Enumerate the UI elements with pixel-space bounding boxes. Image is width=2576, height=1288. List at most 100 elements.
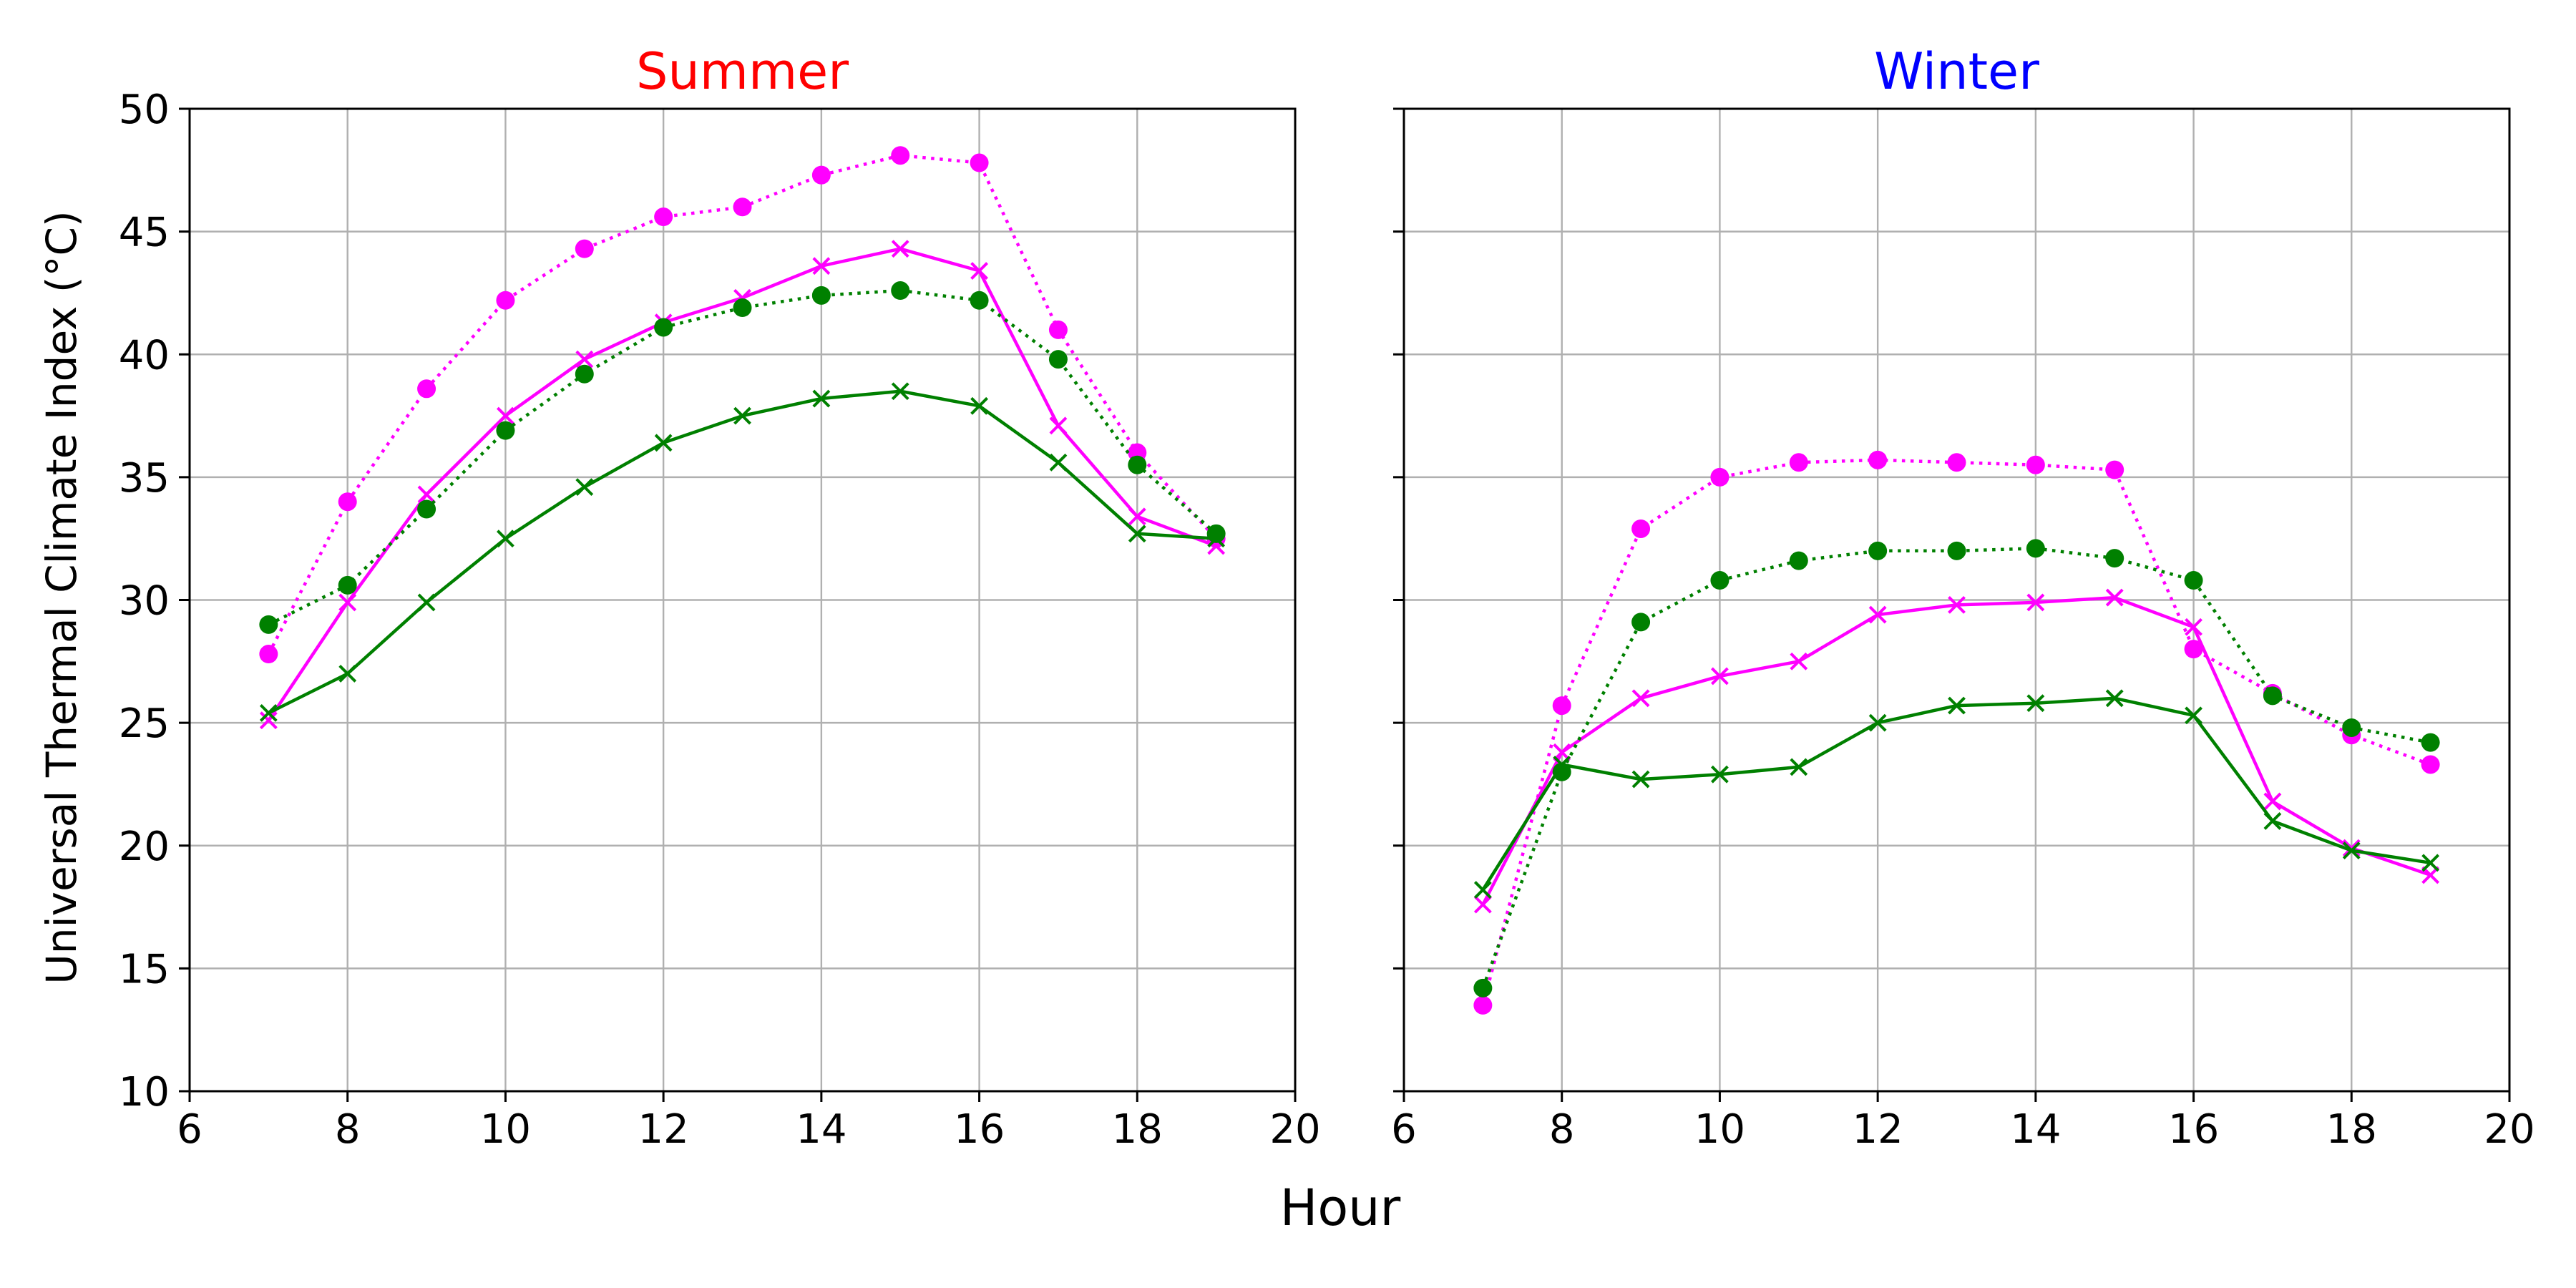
summer-series-0-point bbox=[575, 239, 594, 258]
summer-series-3-point bbox=[1128, 525, 1146, 543]
summer-series-1-point bbox=[575, 350, 594, 369]
winter-series-2-point bbox=[1631, 613, 1651, 632]
winter-series-2-point bbox=[2263, 686, 2282, 706]
winter-series-1-point bbox=[1868, 605, 1887, 624]
summer-series-1-point bbox=[417, 485, 436, 504]
x-tick-label: 18 bbox=[1112, 1106, 1163, 1153]
summer-series-1-point bbox=[1128, 507, 1146, 526]
winter-series-2-point bbox=[1789, 551, 1808, 570]
y-tick-label: 30 bbox=[119, 578, 170, 625]
winter-series-3-point bbox=[1473, 881, 1492, 899]
winter-series-0-point bbox=[1947, 453, 1966, 472]
summer-series-1-point bbox=[1049, 416, 1068, 435]
winter-series-1-point bbox=[1790, 652, 1808, 670]
winter-series-3-point bbox=[2026, 694, 2045, 713]
winter-series-2-point bbox=[2026, 539, 2045, 558]
x-tick-label: 16 bbox=[954, 1106, 1005, 1153]
summer-series-3-point bbox=[970, 396, 988, 415]
winter-series-2-point bbox=[2105, 549, 2124, 568]
x-tick-label: 20 bbox=[1269, 1106, 1320, 1153]
summer-series-3-point bbox=[733, 406, 751, 425]
winter-title: Winter bbox=[1874, 42, 2039, 101]
x-axis-label: Hour bbox=[1280, 1179, 1401, 1237]
winter-series-2-point bbox=[1473, 978, 1493, 997]
winter-series-3-point bbox=[1948, 696, 1966, 715]
summer-series-1-point bbox=[259, 711, 278, 730]
winter-series-0-point bbox=[1868, 450, 1888, 469]
summer-series-3-point bbox=[497, 530, 514, 548]
y-tick-label: 35 bbox=[119, 455, 170, 502]
summer-series-0-point bbox=[417, 379, 436, 399]
summer-series-0-point bbox=[259, 645, 278, 664]
winter-series-1-point bbox=[2026, 593, 2045, 612]
winter-series-0-point bbox=[1552, 696, 1571, 716]
summer-series-1-point bbox=[891, 240, 909, 258]
winter-series-3-point bbox=[1553, 756, 1571, 774]
summer-series-1-point bbox=[970, 262, 988, 280]
summer-series-3-point bbox=[1207, 530, 1226, 548]
winter-series-3-point bbox=[2421, 854, 2440, 872]
summer-series-2-point bbox=[1048, 350, 1068, 369]
winter-series-0-point bbox=[2184, 640, 2203, 659]
summer-series-2-point bbox=[1128, 455, 1147, 474]
winter-panel: 6 8 10 12 14 16 18 20 Winter bbox=[1391, 42, 2534, 1153]
winter-series-3-point bbox=[1711, 765, 1729, 784]
winter-series-3-point bbox=[2263, 812, 2282, 830]
winter-series-1-point bbox=[1711, 667, 1729, 686]
y-tick-label: 10 bbox=[119, 1069, 170, 1116]
y-tick-label: 45 bbox=[119, 210, 170, 256]
x-tick-label: 12 bbox=[638, 1106, 689, 1153]
y-tick-label: 25 bbox=[119, 701, 170, 747]
winter-series-0-point bbox=[1473, 995, 1493, 1015]
winter-series-1-point bbox=[2263, 792, 2282, 811]
x-tick-label: 8 bbox=[1549, 1106, 1575, 1153]
y-tick-label: 15 bbox=[119, 946, 170, 992]
summer-series-2-point bbox=[654, 318, 673, 337]
summer-series-2-point bbox=[575, 364, 594, 384]
x-tick-label: 12 bbox=[1853, 1106, 1903, 1153]
summer-series-2-point bbox=[417, 499, 436, 519]
summer-series-0-point bbox=[654, 208, 673, 227]
winter-series-1-point bbox=[1473, 895, 1492, 914]
summer-series-1-point bbox=[812, 257, 831, 275]
winter-series-1-point bbox=[2342, 839, 2361, 857]
x-tick-label: 10 bbox=[480, 1106, 531, 1153]
winter-series-3-point bbox=[1790, 758, 1808, 776]
summer-series-3-point bbox=[654, 434, 673, 452]
winter-series-1-point bbox=[2105, 588, 2124, 607]
y-tick-label: 20 bbox=[119, 824, 170, 870]
summer-series-2-point bbox=[338, 575, 357, 595]
summer-series-0-point bbox=[891, 146, 910, 165]
x-tick-label: 6 bbox=[1391, 1106, 1417, 1153]
summer-series-0-point bbox=[338, 492, 357, 512]
winter-series-0-point bbox=[2026, 455, 2045, 474]
y-tick-label: 50 bbox=[119, 87, 170, 133]
summer-series-1-point bbox=[497, 406, 514, 425]
summer-title: Summer bbox=[636, 42, 849, 101]
winter-series-2-point bbox=[2184, 571, 2203, 590]
summer-series-2-point bbox=[733, 298, 752, 318]
summer-series-2-point bbox=[811, 286, 831, 305]
winter-series-3-point bbox=[2342, 841, 2361, 860]
x-tick-label: 10 bbox=[1694, 1106, 1745, 1153]
summer-series-0-point bbox=[970, 153, 989, 172]
y-tick-label: 40 bbox=[119, 332, 170, 379]
summer-panel: 6 8 10 12 14 16 18 20 10 15 20 25 30 35 40 45 50 Summer bbox=[119, 42, 1321, 1153]
winter-series-0-point bbox=[1789, 453, 1808, 472]
winter-series-2-point bbox=[1710, 571, 1729, 590]
winter-series-1-point bbox=[1948, 595, 1966, 614]
x-tick-label: 20 bbox=[2484, 1106, 2534, 1153]
summer-series-2-point bbox=[259, 615, 278, 634]
winter-series-2-point bbox=[2342, 718, 2361, 737]
summer-series-2-point bbox=[891, 281, 910, 301]
x-tick-label: 18 bbox=[2326, 1106, 2377, 1153]
summer-series-3-point bbox=[1049, 453, 1068, 472]
summer-series-3-point bbox=[812, 389, 831, 408]
winter-series-1-point bbox=[1631, 689, 1650, 708]
x-tick-label: 16 bbox=[2168, 1106, 2219, 1153]
summer-series-2-point bbox=[496, 421, 515, 440]
summer-series-3-point bbox=[338, 665, 357, 683]
summer-series-3-point bbox=[891, 382, 909, 401]
